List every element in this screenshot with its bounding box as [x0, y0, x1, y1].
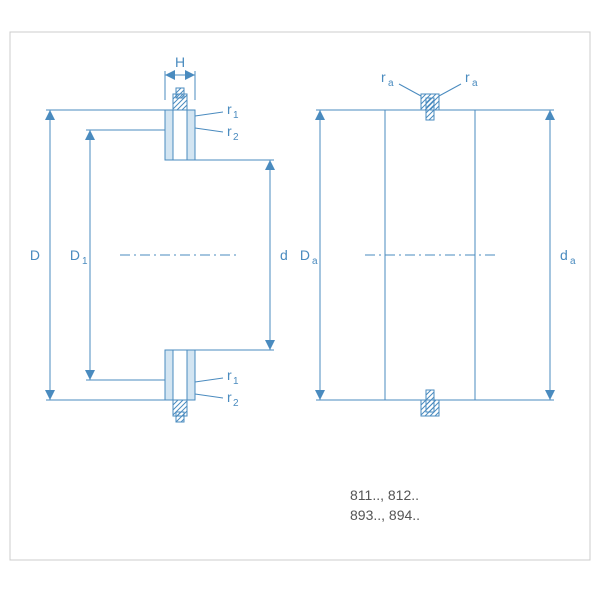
svg-text:1: 1: [233, 110, 239, 121]
svg-text:1: 1: [82, 256, 88, 267]
svg-text:r: r: [381, 69, 386, 85]
svg-text:D: D: [30, 247, 40, 263]
caption-line-1: 811.., 812..: [350, 487, 419, 503]
svg-text:r: r: [227, 101, 232, 117]
svg-text:r: r: [465, 69, 470, 85]
svg-text:d: d: [280, 247, 288, 263]
svg-text:r: r: [227, 123, 232, 139]
svg-text:d: d: [560, 247, 568, 263]
svg-text:r: r: [227, 367, 232, 383]
left-figure: HDD1dr1r2r1r2: [30, 54, 288, 422]
svg-text:a: a: [312, 256, 318, 267]
svg-text:a: a: [472, 78, 478, 89]
svg-text:r: r: [227, 389, 232, 405]
svg-text:D: D: [300, 247, 310, 263]
right-figure: raraDada: [300, 69, 576, 416]
svg-text:a: a: [388, 78, 394, 89]
svg-text:a: a: [570, 256, 576, 267]
svg-text:H: H: [175, 54, 185, 70]
svg-text:2: 2: [233, 398, 239, 409]
svg-text:2: 2: [233, 132, 239, 143]
svg-text:1: 1: [233, 376, 239, 387]
svg-text:D: D: [70, 247, 80, 263]
caption-line-2: 893.., 894..: [350, 507, 420, 523]
